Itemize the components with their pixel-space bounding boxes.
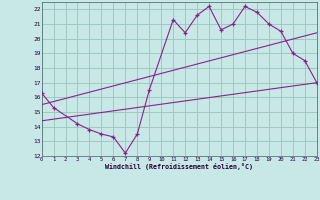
X-axis label: Windchill (Refroidissement éolien,°C): Windchill (Refroidissement éolien,°C) <box>105 163 253 170</box>
